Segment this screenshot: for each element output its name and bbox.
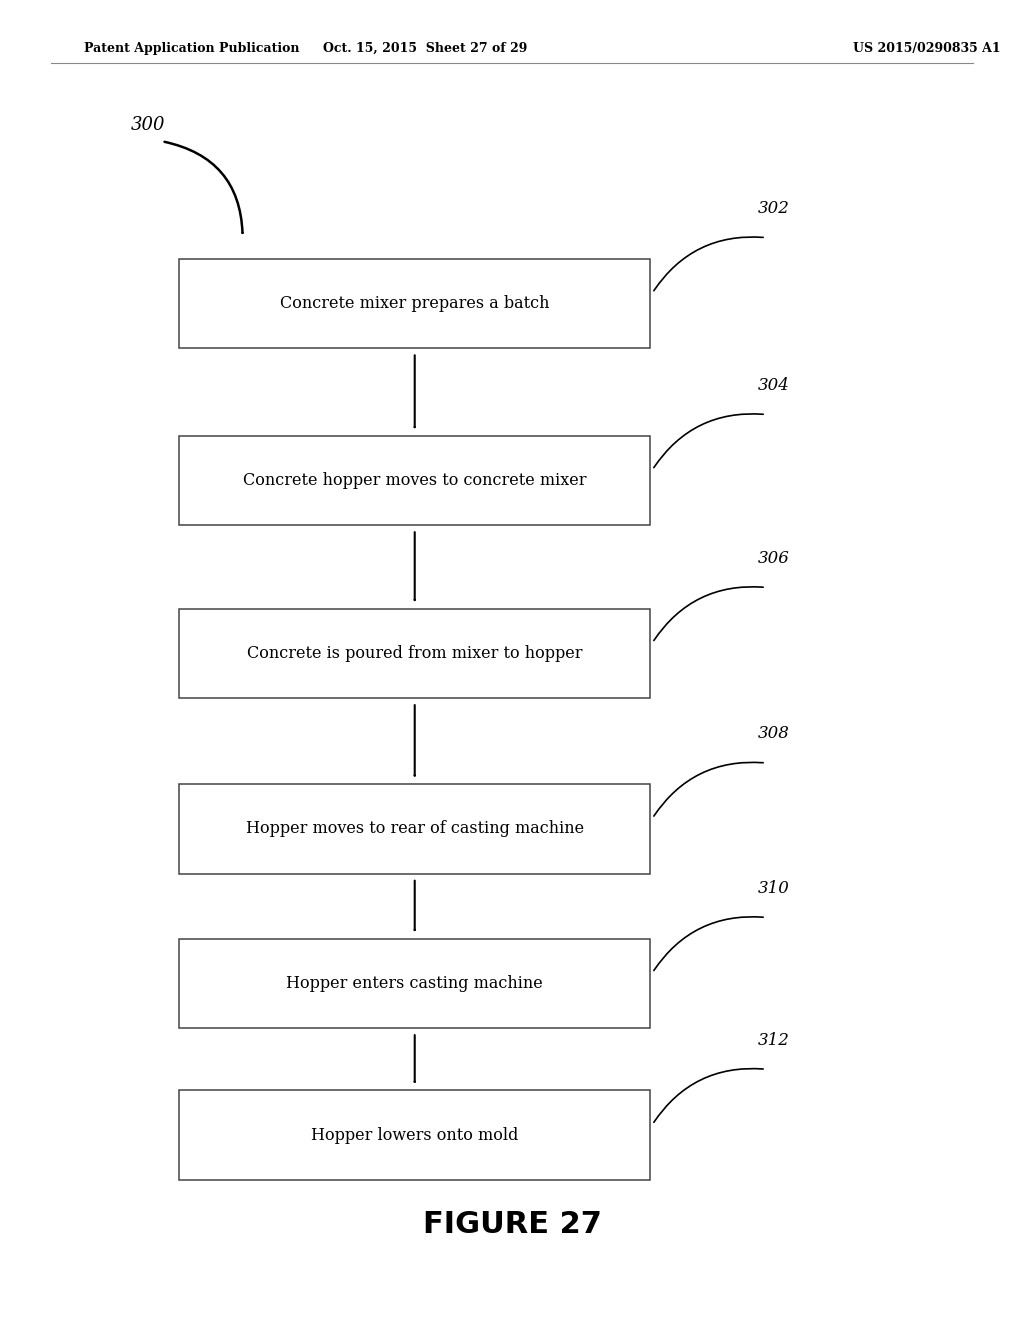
Text: 306: 306 [758, 550, 790, 566]
Text: 302: 302 [758, 201, 790, 216]
Text: 310: 310 [758, 880, 790, 896]
Text: US 2015/0290835 A1: US 2015/0290835 A1 [853, 42, 1000, 54]
Text: 304: 304 [758, 378, 790, 393]
FancyArrowPatch shape [653, 238, 763, 290]
FancyBboxPatch shape [179, 436, 650, 525]
FancyBboxPatch shape [179, 259, 650, 348]
FancyBboxPatch shape [179, 609, 650, 698]
Text: Hopper moves to rear of casting machine: Hopper moves to rear of casting machine [246, 821, 584, 837]
FancyArrowPatch shape [165, 141, 243, 232]
Text: Oct. 15, 2015  Sheet 27 of 29: Oct. 15, 2015 Sheet 27 of 29 [323, 42, 527, 54]
Text: 312: 312 [758, 1032, 790, 1048]
FancyArrowPatch shape [653, 587, 763, 640]
Text: Concrete hopper moves to concrete mixer: Concrete hopper moves to concrete mixer [243, 473, 587, 488]
FancyArrowPatch shape [653, 917, 763, 970]
Text: Hopper enters casting machine: Hopper enters casting machine [287, 975, 543, 991]
FancyBboxPatch shape [179, 784, 650, 874]
Text: 308: 308 [758, 726, 790, 742]
FancyBboxPatch shape [179, 1090, 650, 1180]
Text: Hopper lowers onto mold: Hopper lowers onto mold [311, 1127, 518, 1143]
Text: FIGURE 27: FIGURE 27 [423, 1210, 601, 1239]
FancyArrowPatch shape [653, 763, 763, 816]
FancyArrowPatch shape [653, 414, 763, 467]
Text: Concrete is poured from mixer to hopper: Concrete is poured from mixer to hopper [247, 645, 583, 661]
Text: 300: 300 [131, 116, 166, 135]
Text: Concrete mixer prepares a batch: Concrete mixer prepares a batch [280, 296, 550, 312]
Text: Patent Application Publication: Patent Application Publication [84, 42, 299, 54]
FancyArrowPatch shape [653, 1069, 763, 1122]
FancyBboxPatch shape [179, 939, 650, 1028]
